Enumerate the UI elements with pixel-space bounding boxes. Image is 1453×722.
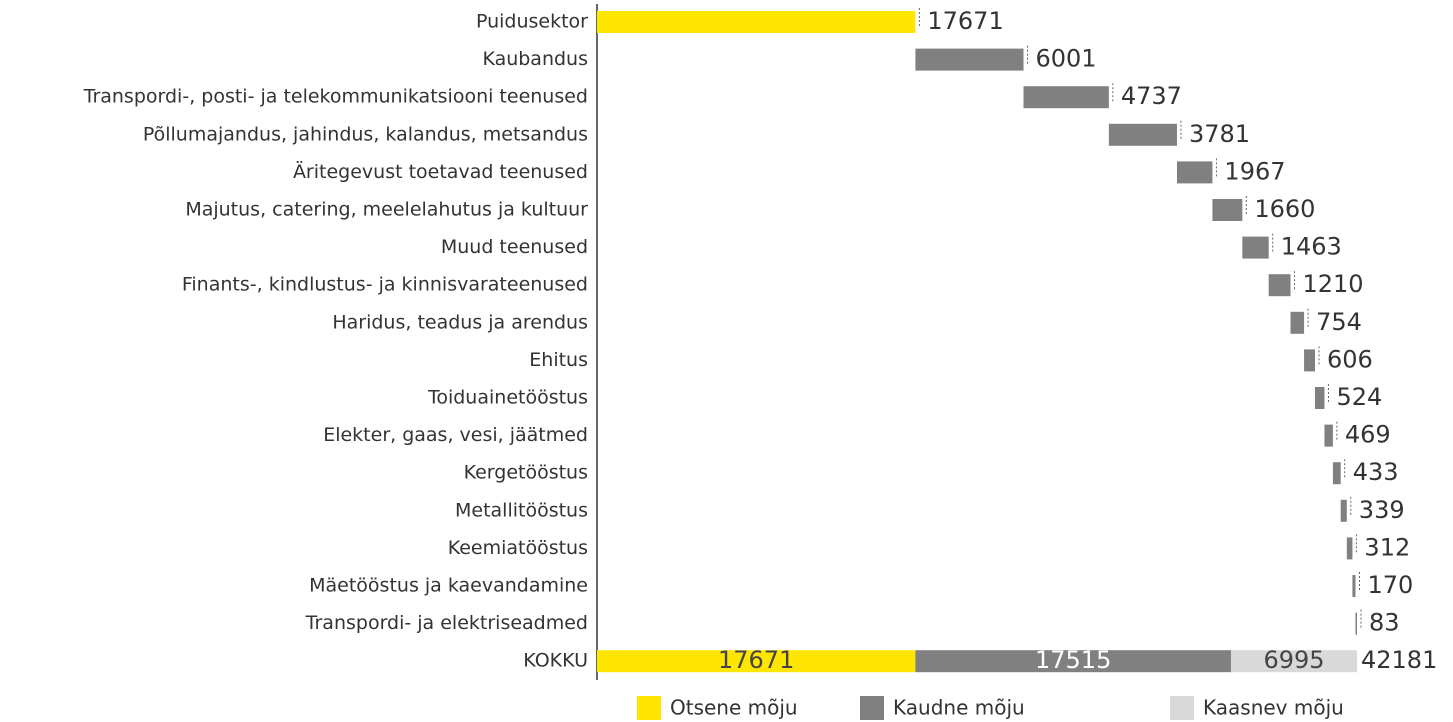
bar <box>1324 424 1333 447</box>
category-label: Transpordi- ja elektriseadmed <box>305 612 588 634</box>
category-label: KOKKU <box>523 650 588 672</box>
total-label: 42181 <box>1361 646 1437 674</box>
legend-swatch <box>637 696 661 720</box>
category-label: Kergetööstus <box>464 462 588 484</box>
value-label: 312 <box>1364 533 1410 561</box>
bar <box>597 11 916 33</box>
bar <box>1315 387 1325 409</box>
bar <box>1242 236 1269 259</box>
value-label: 170 <box>1367 571 1413 599</box>
legend-label: Kaudne mõju <box>893 696 1025 720</box>
total-segment <box>1230 650 1357 673</box>
value-label: 17671 <box>927 7 1003 35</box>
bar <box>1108 123 1177 146</box>
segment-label: 6995 <box>1263 646 1324 674</box>
value-label: 1660 <box>1254 195 1315 223</box>
bar <box>1212 199 1243 221</box>
segment-label: 17671 <box>718 646 794 674</box>
value-label: 606 <box>1327 345 1373 373</box>
value-label: 4737 <box>1121 82 1182 110</box>
legend-label: Otsene mõju <box>670 696 798 720</box>
value-label: 524 <box>1336 383 1382 411</box>
category-label: Ehitus <box>529 349 588 371</box>
value-label: 1967 <box>1224 157 1285 185</box>
bar <box>1304 349 1316 372</box>
category-label: Põllumajandus, jahindus, kalandus, metsa… <box>143 123 588 145</box>
bar <box>1290 311 1305 334</box>
value-label: 3781 <box>1189 120 1250 148</box>
category-label: Haridus, teadus ja arendus <box>332 311 588 333</box>
value-label: 83 <box>1369 609 1400 637</box>
bar <box>1176 161 1213 184</box>
total-segment <box>597 650 916 673</box>
category-label: Muud teenused <box>441 236 588 258</box>
value-label: 339 <box>1359 496 1405 524</box>
bar <box>1346 537 1353 560</box>
bar <box>1023 86 1109 109</box>
category-label: Keemiatööstus <box>448 537 588 559</box>
category-label: Puidusektor <box>476 11 588 33</box>
total-segment <box>915 650 1231 673</box>
category-label: Äritegevust toetavad teenused <box>293 160 588 183</box>
category-label: Toiduainetööstus <box>427 387 588 409</box>
bar <box>1352 575 1356 597</box>
legend-swatch <box>860 696 884 720</box>
bar <box>915 48 1024 71</box>
value-label: 433 <box>1353 458 1399 486</box>
category-label: Transpordi-, posti- ja telekommunikatsio… <box>83 86 588 108</box>
value-label: 6001 <box>1036 45 1097 73</box>
bar <box>1340 499 1347 522</box>
category-label: Majutus, catering, meelelahutus ja kultu… <box>185 199 588 221</box>
bar <box>1268 274 1291 297</box>
legend-label: Kaasnev mõju <box>1203 696 1344 720</box>
value-label: 754 <box>1316 308 1362 336</box>
bar <box>1355 612 1357 635</box>
segment-label: 17515 <box>1035 646 1111 674</box>
category-label: Elekter, gaas, vesi, jäätmed <box>323 424 588 446</box>
value-label: 1463 <box>1281 233 1342 261</box>
category-label: Metallitööstus <box>455 499 588 521</box>
value-label: 469 <box>1345 421 1391 449</box>
value-label: 1210 <box>1302 270 1363 298</box>
bar <box>1332 462 1341 485</box>
legend-swatch <box>1170 696 1194 720</box>
category-label: Mäetööstus ja kaevandamine <box>309 575 588 597</box>
category-label: Kaubandus <box>482 48 588 70</box>
category-label: Finants-, kindlustus- ja kinnisvarateenu… <box>182 274 588 296</box>
